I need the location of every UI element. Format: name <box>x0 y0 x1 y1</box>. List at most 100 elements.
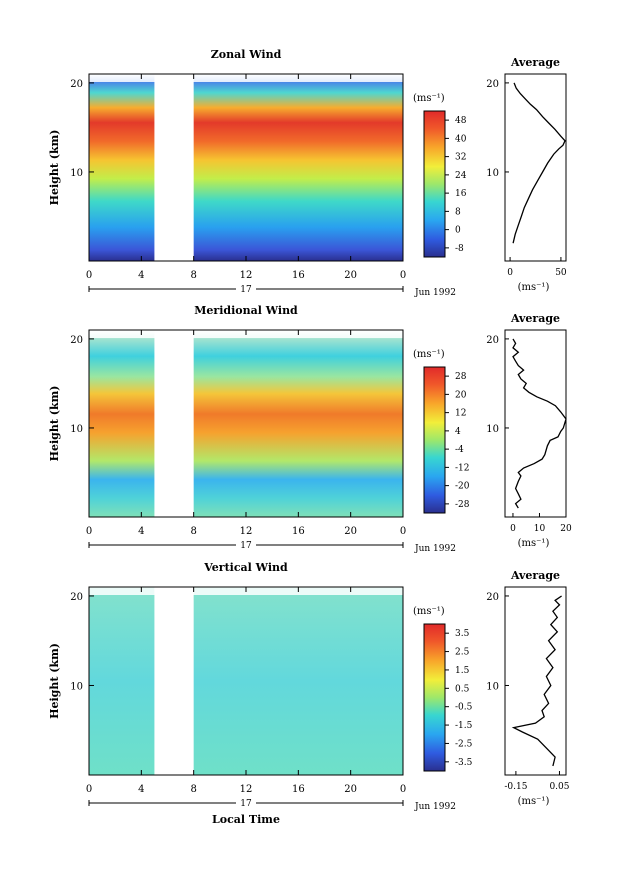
vertical-profile-xtick-label: -0.15 <box>504 782 527 792</box>
meridional-day-bar-ends <box>88 542 404 548</box>
vertical-profile-xlabel: (ms⁻¹) <box>518 796 550 807</box>
zonal-field <box>89 74 403 261</box>
meridional-title: Meridional Wind <box>194 304 298 317</box>
zonal-profile-frame <box>504 73 567 262</box>
meridional-panel: Meridional Wind 20 10 Height (km) 0 4 8 12 16 20 0… <box>48 304 572 554</box>
zonal-profile-xtick-label: 50 <box>555 268 567 278</box>
vertical-profile-ytick-label: 10 <box>486 681 499 692</box>
vertical-profile-line <box>511 595 562 767</box>
meridional-profile-xtick-label: 20 <box>560 524 572 534</box>
meridional-xtick-label: 8 <box>190 526 196 537</box>
zonal-ytick-label: 20 <box>70 79 83 90</box>
vertical-ytick-label: 20 <box>70 592 83 603</box>
vertical-day-label: 17 <box>240 799 252 809</box>
meridional-xtick-label: 12 <box>240 526 253 537</box>
vertical-data-gap <box>154 587 194 775</box>
zonal-profile-ytick-label: 10 <box>486 168 499 179</box>
zonal-xtick-label: 16 <box>292 270 305 281</box>
zonal-xtick-label: 0 <box>400 270 406 281</box>
meridional-colorbar-label: 20 <box>455 390 467 400</box>
meridional-profile-xlabel: (ms⁻¹) <box>518 538 550 549</box>
zonal-xtick-label: 12 <box>240 270 253 281</box>
vertical-colorbar-label: 1.5 <box>455 666 470 676</box>
meridional-data-gap <box>154 330 194 517</box>
zonal-xtick-label: 0 <box>86 270 92 281</box>
vertical-colorbar-label: 3.5 <box>455 629 470 639</box>
zonal-colorbar-label: 16 <box>455 189 467 199</box>
zonal-profile-xlabel: (ms⁻¹) <box>518 282 550 293</box>
meridional-xtick-label: 0 <box>400 526 406 537</box>
zonal-title: Zonal Wind <box>211 48 282 61</box>
meridional-colorbar-label: 4 <box>455 427 461 437</box>
zonal-colorbar-label: 32 <box>455 153 466 163</box>
zonal-colorbar-label: 24 <box>455 171 467 181</box>
vertical-ylabel: Height (km) <box>48 643 61 719</box>
vertical-xtick-label: 16 <box>292 784 305 795</box>
vertical-unit-label: (ms⁻¹) <box>413 606 445 617</box>
meridional-profile-ytick-label: 10 <box>486 424 499 435</box>
meridional-profile-line <box>512 338 567 509</box>
vertical-day-bg <box>236 797 256 807</box>
zonal-colorbar-label: 40 <box>455 134 467 144</box>
vertical-title: Vertical Wind <box>203 561 288 574</box>
meridional-colorbar-label: 28 <box>455 372 467 382</box>
meridional-colorbar-label: -28 <box>455 500 470 510</box>
vertical-day-bar-ends <box>88 800 404 806</box>
vertical-date-label: Jun 1992 <box>414 802 456 812</box>
zonal-day-bar-ends <box>88 286 404 292</box>
meridional-date-label: Jun 1992 <box>414 544 456 554</box>
vertical-xtick-label: 20 <box>344 784 357 795</box>
meridional-ylabel: Height (km) <box>48 386 61 462</box>
vertical-xtick-label: 0 <box>400 784 406 795</box>
zonal-profile-line <box>512 82 566 244</box>
vertical-xtick-label: 8 <box>190 784 196 795</box>
zonal-xtick-label: 4 <box>138 270 144 281</box>
vertical-profile-ytick-label: 20 <box>486 592 499 603</box>
vertical-xtick-label: 4 <box>138 784 144 795</box>
vertical-colorbar-label: -0.5 <box>455 703 473 713</box>
meridional-day-label: 17 <box>240 541 252 551</box>
meridional-profile-frame <box>504 329 567 518</box>
vertical-colorbar-label: 0.5 <box>455 684 470 694</box>
vertical-colorbar-label: -2.5 <box>455 739 473 749</box>
vertical-panel: Vertical Wind 20 10 Height (km) 0 4 8 12 16 20 0 17… <box>48 561 570 826</box>
zonal-unit-label: (ms⁻¹) <box>413 93 445 104</box>
meridional-colorbar-label: -12 <box>455 463 470 473</box>
zonal-ylabel: Height (km) <box>48 130 61 206</box>
meridional-day-bg <box>236 539 256 549</box>
meridional-xtick-label: 20 <box>344 526 357 537</box>
meridional-xtick-label: 16 <box>292 526 305 537</box>
zonal-date-label: Jun 1992 <box>414 288 456 298</box>
meridional-colorbar-label: -20 <box>455 482 470 492</box>
meridional-ytick-label: 10 <box>70 424 83 435</box>
vertical-profile-title: Average <box>510 569 560 582</box>
meridional-colorbar-label: -4 <box>455 445 464 455</box>
meridional-field <box>89 330 403 517</box>
zonal-colorbar-label: 48 <box>455 116 467 126</box>
meridional-unit-label: (ms⁻¹) <box>413 349 445 360</box>
zonal-day-bg <box>236 283 256 293</box>
zonal-profile-ytick-label: 20 <box>486 79 499 90</box>
zonal-colorbar <box>423 110 446 258</box>
meridional-profile-xtick-label: 0 <box>510 524 516 534</box>
meridional-ytick-label: 20 <box>70 335 83 346</box>
meridional-profile-title: Average <box>510 312 560 325</box>
vertical-colorbar <box>423 623 446 772</box>
vertical-field <box>89 587 403 775</box>
vertical-colorbar-label: -3.5 <box>455 758 473 768</box>
zonal-colorbar-label: 8 <box>455 207 461 217</box>
meridional-colorbar-label: 12 <box>455 409 466 419</box>
vertical-xtick-label: 12 <box>240 784 253 795</box>
vertical-profile-xtick-label: 0.05 <box>549 782 569 792</box>
meridional-colorbar <box>423 366 446 514</box>
zonal-profile-title: Average <box>510 56 560 69</box>
meridional-xtick-label: 4 <box>138 526 144 537</box>
vertical-colorbar-label: 2.5 <box>455 648 470 658</box>
zonal-colorbar-label: 0 <box>455 226 461 236</box>
zonal-ytick-label: 10 <box>70 168 83 179</box>
zonal-day-label: 17 <box>240 285 252 295</box>
zonal-xtick-label: 20 <box>344 270 357 281</box>
vertical-profile-frame <box>504 586 567 776</box>
